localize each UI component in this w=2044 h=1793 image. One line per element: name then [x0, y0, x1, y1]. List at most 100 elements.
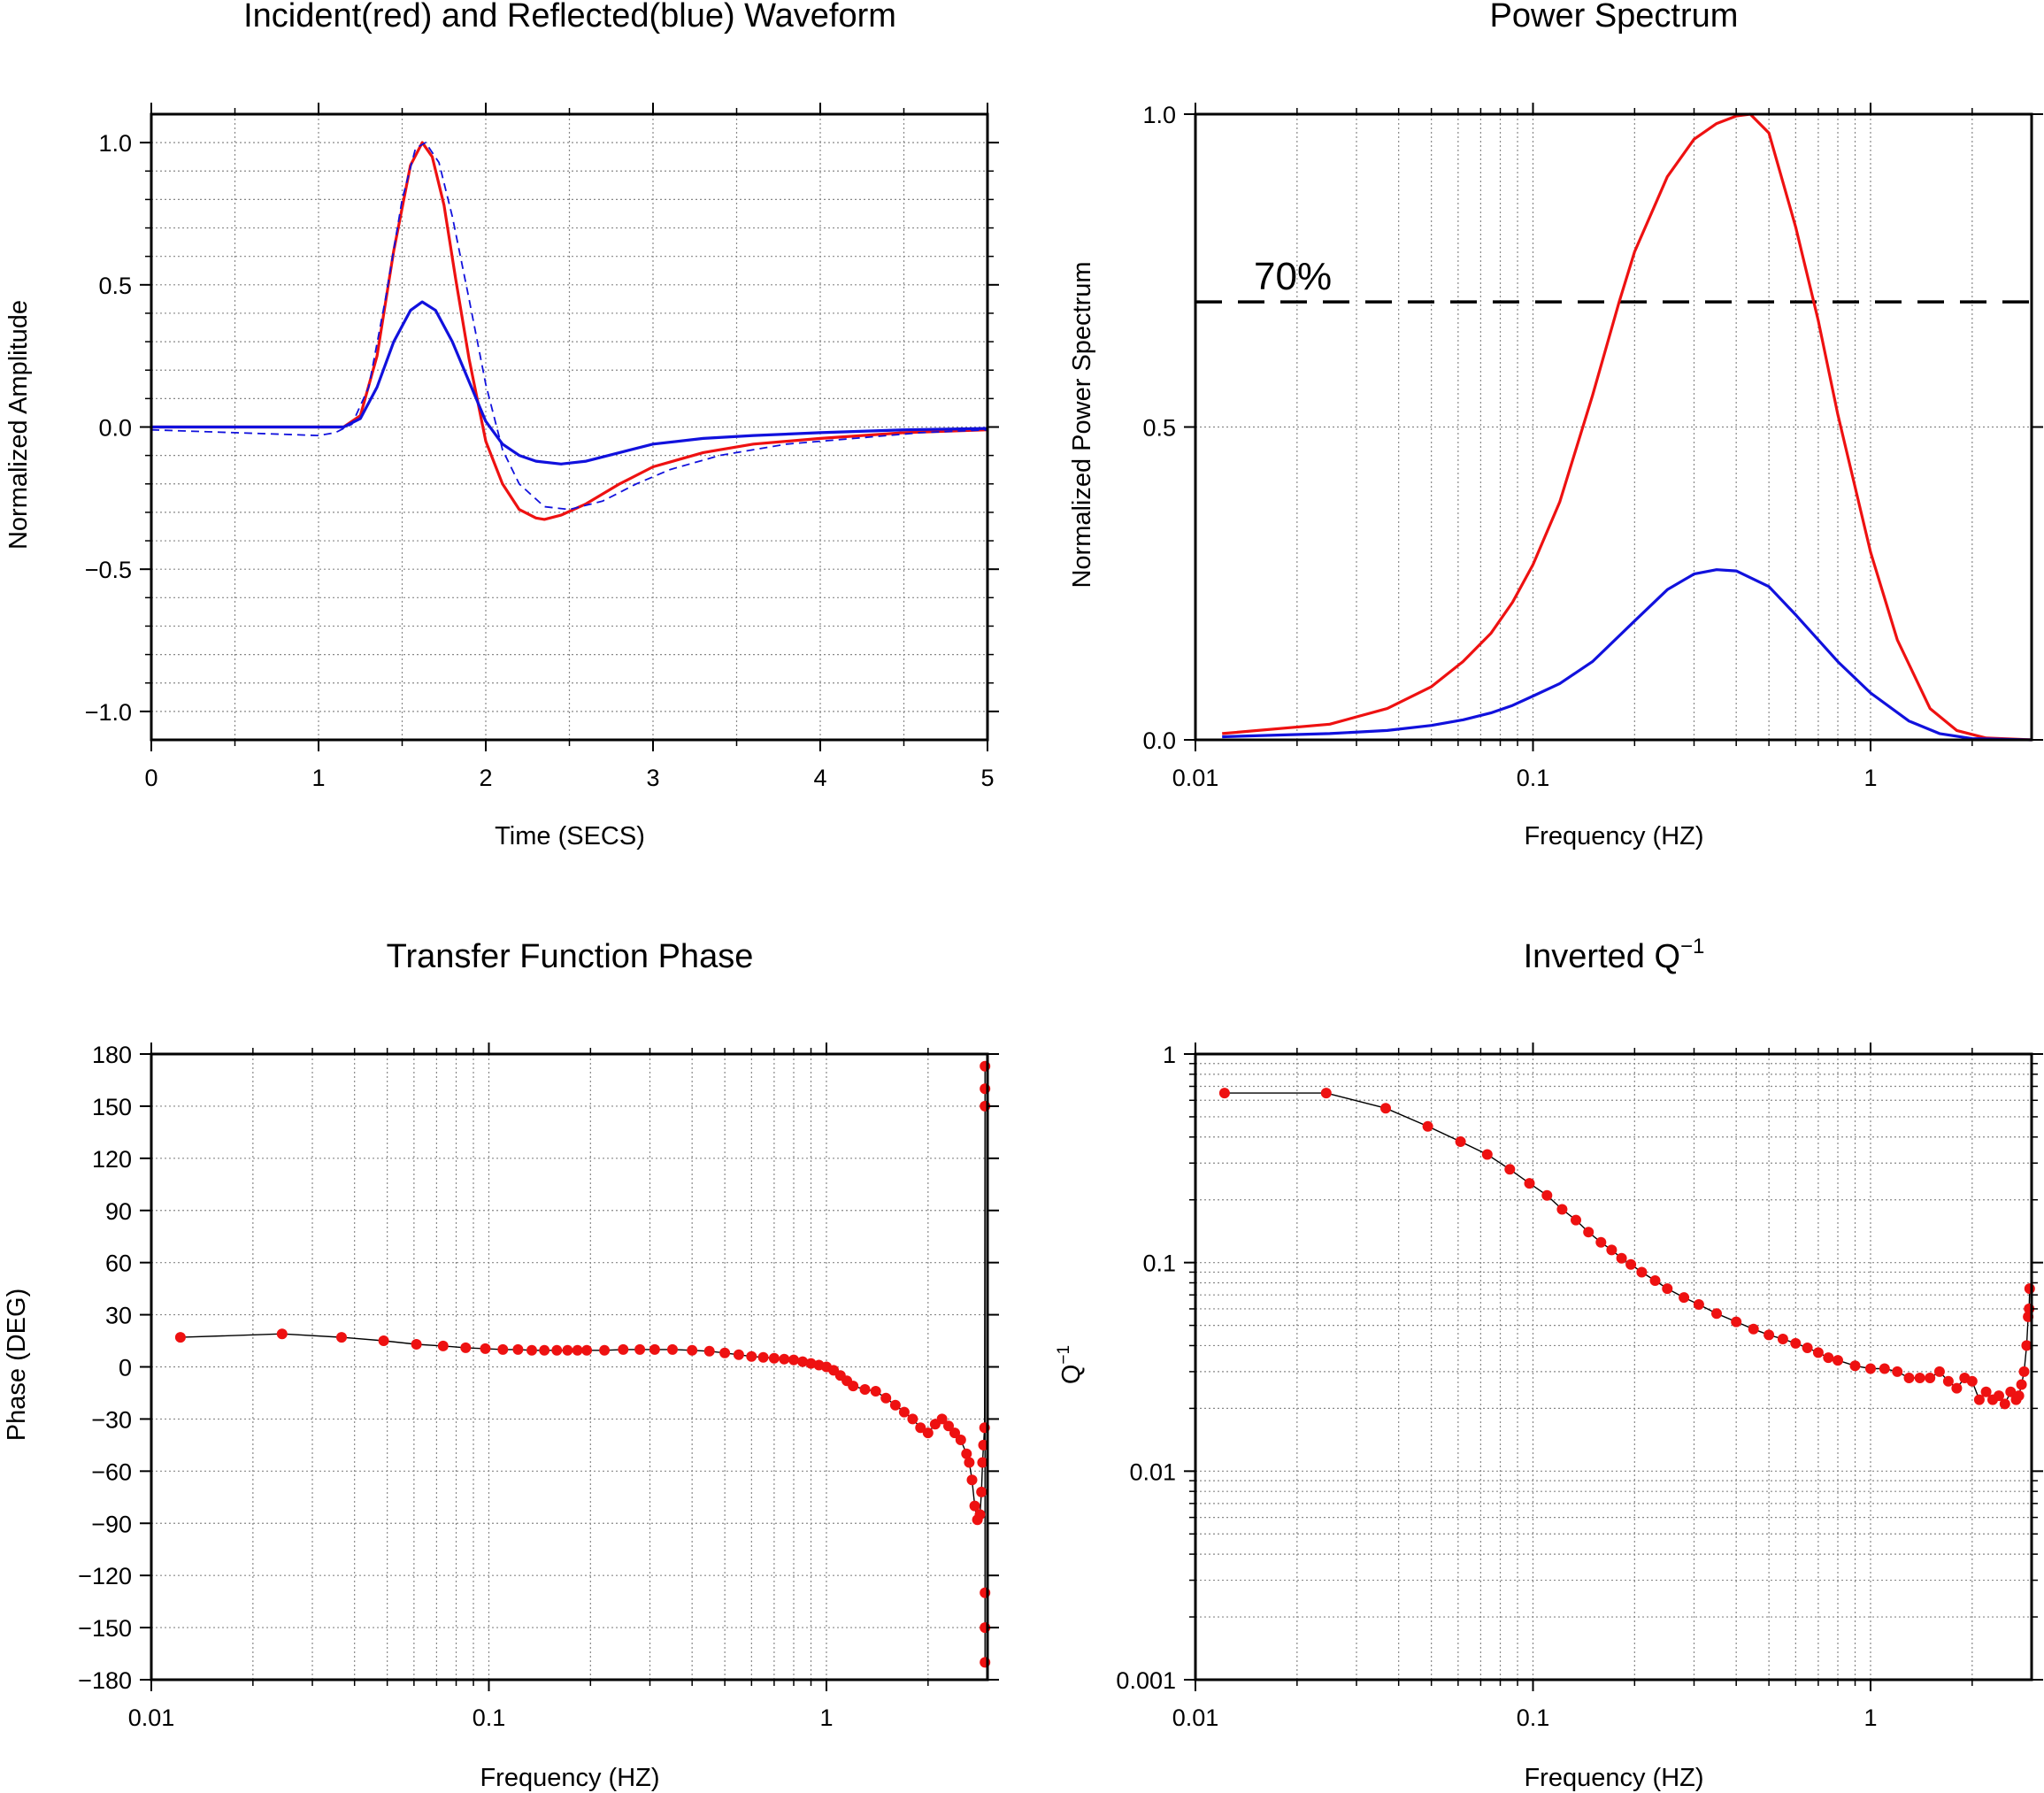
data-point — [1951, 1382, 1963, 1394]
y-tick-label: 0.0 — [98, 415, 132, 442]
data-point — [898, 1406, 910, 1418]
data-point — [526, 1344, 537, 1356]
data-point — [634, 1343, 646, 1355]
data-point — [719, 1347, 731, 1358]
panel-phase: Transfer Function Phase Frequency (HZ) P… — [3, 938, 999, 1792]
data-point — [1748, 1323, 1759, 1335]
data-point — [411, 1339, 422, 1350]
data-point — [599, 1344, 611, 1356]
x-axis-label: Time (SECS) — [495, 822, 645, 850]
data-point — [805, 1358, 817, 1369]
y-tick-label: 0.0 — [1142, 727, 1176, 754]
y-tick-label: 90 — [105, 1198, 132, 1225]
axis-ticks: 0 1 2 3 4 5 −1.0 −0.5 0.0 0.5 1.0 — [85, 103, 999, 791]
data-point — [1380, 1103, 1391, 1114]
data-point — [572, 1344, 583, 1356]
y-tick-label: 30 — [105, 1303, 132, 1329]
data-point — [859, 1384, 871, 1395]
data-point — [915, 1422, 926, 1434]
data-point — [1790, 1337, 1802, 1349]
data-point — [1777, 1334, 1788, 1344]
data-point — [848, 1381, 859, 1392]
data-point — [460, 1342, 472, 1353]
data-point — [551, 1344, 563, 1356]
series-line-blue — [151, 300, 988, 466]
plot-area — [1218, 1088, 2035, 1410]
axis-ticks: 0.01 0.1 1 0.0 0.5 1.0 — [1142, 102, 2043, 791]
data-point — [1320, 1088, 1332, 1099]
chart-title: Power Spectrum — [1490, 0, 1739, 35]
data-point — [922, 1427, 934, 1439]
x-tick-label: 0.01 — [1172, 1705, 1219, 1731]
panel-waveform: Incident(red) and Reflected(blue) Wavefo… — [4, 0, 999, 850]
data-point — [618, 1343, 629, 1355]
data-point — [1422, 1120, 1433, 1132]
x-tick-label: 3 — [646, 765, 659, 791]
data-point — [1802, 1343, 1813, 1353]
chart-title: Inverted Q−1 — [1524, 935, 1705, 975]
data-point — [1731, 1316, 1742, 1327]
data-point — [1541, 1189, 1553, 1201]
data-point — [1903, 1373, 1915, 1383]
data-point — [733, 1349, 744, 1360]
data-point — [757, 1351, 769, 1363]
data-point — [1823, 1352, 1834, 1364]
x-tick-label: 0.1 — [473, 1705, 506, 1731]
data-point — [1455, 1136, 1466, 1147]
x-tick-label: 1 — [1863, 765, 1877, 791]
axis-ticks: 0.01 0.1 1 −180 −150 −120 −90 −60 −30 0 30 60 90 120 1… — [78, 1042, 999, 1731]
data-point — [703, 1345, 715, 1357]
grid — [1195, 114, 2032, 740]
data-point — [779, 1353, 790, 1365]
panel-qinv: Inverted Q−1 Frequency (HZ) Q−1 0.01 0.1 1… — [1055, 935, 2043, 1792]
x-axis-label: Frequency (HZ) — [1524, 822, 1703, 850]
data-point — [955, 1435, 966, 1445]
data-point — [687, 1344, 698, 1356]
data-point — [976, 1486, 987, 1497]
plot-area — [174, 1060, 991, 1668]
data-point — [2024, 1283, 2035, 1295]
y-tick-label: −1.0 — [85, 699, 132, 726]
y-tick-label: −120 — [78, 1563, 132, 1589]
y-axis-label: Q−1 — [1055, 1345, 1086, 1384]
series-line-blue — [1222, 568, 2032, 742]
data-point — [1606, 1244, 1618, 1256]
x-tick-label: 1 — [819, 1705, 833, 1731]
series-line-red — [151, 141, 988, 521]
series-connector — [1224, 1092, 2031, 1405]
data-point — [936, 1413, 948, 1425]
y-tick-label: 150 — [92, 1094, 132, 1120]
y-tick-label: −30 — [91, 1406, 132, 1433]
data-point — [1980, 1386, 1992, 1397]
data-point — [2005, 1386, 2017, 1397]
data-point — [1504, 1164, 1516, 1175]
data-point — [1616, 1252, 1627, 1264]
x-tick-label: 0.1 — [1517, 1705, 1550, 1731]
data-point — [1999, 1398, 2010, 1410]
data-point — [1933, 1366, 1945, 1377]
y-tick-label: 0 — [119, 1355, 132, 1381]
panel-spectrum: Power Spectrum Frequency (HZ) Normalized… — [1068, 0, 2043, 850]
data-point — [2013, 1390, 2025, 1402]
data-point — [1583, 1227, 1594, 1238]
y-tick-label: 120 — [92, 1146, 132, 1173]
y-tick-label: 0.001 — [1116, 1667, 1176, 1694]
data-point — [1764, 1329, 1775, 1341]
y-tick-label: −90 — [91, 1511, 132, 1537]
data-point — [1595, 1236, 1607, 1248]
data-point — [2021, 1340, 2032, 1351]
x-tick-label: 5 — [980, 765, 994, 791]
grid — [151, 1054, 987, 1680]
y-axis-label: Normalized Power Spectrum — [1068, 261, 1096, 588]
data-point — [336, 1332, 347, 1343]
y-tick-label: 0.5 — [1142, 415, 1176, 442]
x-tick-label: 0 — [144, 765, 158, 791]
plot-frame — [1194, 1052, 2033, 1681]
x-axis-label: Frequency (HZ) — [480, 1764, 659, 1792]
threshold-label: 70% — [1254, 255, 1332, 298]
data-point — [768, 1352, 780, 1364]
data-point — [1892, 1366, 1903, 1377]
data-point — [1914, 1373, 1925, 1383]
data-point — [1679, 1292, 1690, 1304]
data-point — [977, 1457, 988, 1468]
